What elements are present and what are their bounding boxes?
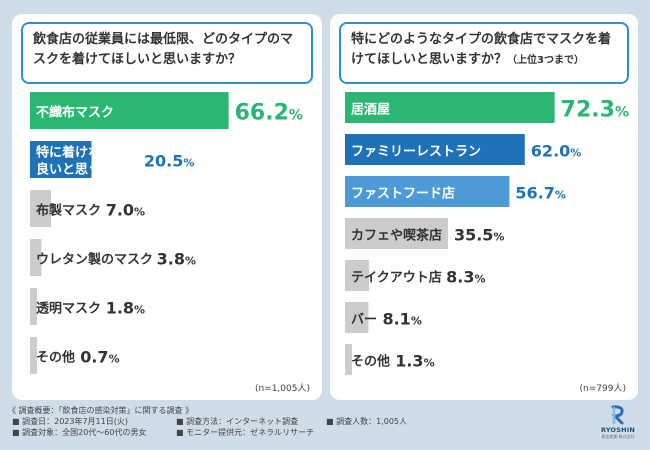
bar-label-0: 居酒屋 — [351, 103, 390, 118]
survey-method: ■ 調査方法：インターネット調査 — [176, 417, 299, 426]
survey-title: 《 調査概要：「飲食店の感染対策」に関する調査 》 — [8, 406, 194, 415]
bar-value-6: 1.3% — [395, 352, 434, 371]
right-panel: 特にどのようなタイプの飲食店でマスクを着けてほしいと思いますか？（上位3つまで）… — [330, 14, 638, 400]
bar-2 — [345, 176, 510, 207]
bar-label-2: ファストフード店 — [351, 186, 455, 202]
bar-0 — [345, 92, 555, 123]
bar-label-4: テイクアウト店 — [351, 270, 442, 286]
survey-target: ■ 調査対象：全国20代〜60代の男女 — [12, 428, 147, 437]
bar-3 — [30, 239, 42, 276]
bar-label-1-line0: 特に着けなくても — [36, 145, 139, 161]
survey-provider: ■ モニター提供元：ゼネラルリサーチ — [176, 428, 315, 437]
bar-3 — [345, 218, 448, 249]
right-question-text: 特にどのようなタイプの飲食店でマスクを着けてほしいと思いますか？ — [351, 32, 612, 67]
bar-value-5: 0.7% — [80, 348, 119, 367]
bar-label-3: ウレタン製のマスク — [36, 252, 153, 268]
bar-label-4: 透明マスク — [36, 302, 101, 317]
bar-value-4: 1.8% — [106, 299, 145, 318]
bar-value-0: 66.2% — [235, 101, 303, 126]
survey-count: ■ 調査人数：1,005人 — [326, 417, 408, 426]
bar-4 — [345, 260, 370, 291]
right-bar-chart: 居酒屋 72.3% ファミリーレストラン 62.0% ファストフード店 56.7% カフェや… — [345, 92, 629, 375]
bar-value-5: 8.1% — [382, 310, 421, 329]
bar-1 — [345, 134, 525, 165]
bar-1 — [30, 141, 92, 178]
left-question-text: 飲食店の従業員には最低限、どのタイプのマスクを着けてほしいと思いますか？ — [33, 32, 294, 67]
bar-value-3: 35.5% — [454, 226, 505, 245]
bar-0 — [30, 92, 229, 129]
bar-label-1: ファミリーレストラン — [351, 145, 481, 160]
bar-label-5: バー — [351, 313, 377, 328]
bar-value-3: 3.8% — [157, 250, 196, 269]
bar-value-2: 7.0% — [106, 201, 145, 220]
bar-value-1: 20.5% — [144, 152, 195, 171]
left-sample-size: (n=1,005人) — [254, 384, 310, 394]
bar-label-1-line1: 良いと思う — [36, 162, 101, 178]
bar-2 — [30, 190, 51, 227]
bar-value-2: 56.7% — [515, 184, 566, 203]
company-logo: RYOSHIN 菱信産業 株式会社 — [596, 404, 640, 448]
bar-6 — [345, 344, 352, 375]
bar-label-2: 布製マスク — [36, 203, 101, 219]
right-sample-size: (n=799人) — [579, 384, 626, 394]
left-panel: 飲食店の従業員には最低限、どのタイプのマスクを着けてほしいと思いますか？ 不織布… — [12, 14, 322, 400]
survey-date: ■ 調査日：2023年7月11日(火) — [12, 417, 128, 426]
bar-label-6: その他 — [351, 354, 390, 370]
right-question-box: 特にどのようなタイプの飲食店でマスクを着けてほしいと思いますか？（上位3つまで） — [339, 22, 629, 84]
logo-subtitle: 菱信産業 株式会社 — [601, 434, 635, 439]
bar-label-0: 不織布マスク — [36, 105, 114, 121]
logo-mark-icon — [611, 405, 624, 425]
bar-label-3: カフェや喫茶店 — [351, 228, 442, 244]
bar-value-0: 72.3% — [561, 98, 629, 123]
bar-5 — [30, 337, 37, 374]
bar-label-5: その他 — [36, 350, 75, 366]
right-question-note: （上位3つまで） — [507, 55, 584, 66]
bar-value-4: 8.3% — [446, 268, 485, 287]
bar-5 — [345, 302, 369, 333]
bar-4 — [30, 288, 37, 325]
bar-value-1: 62.0% — [531, 142, 582, 161]
logo-name: RYOSHIN — [600, 426, 636, 434]
survey-footer: 《 調査概要：「飲食店の感染対策」に関する調査 》 ■ 調査日：2023年7月1… — [8, 405, 598, 438]
left-question-box: 飲食店の従業員には最低限、どのタイプのマスクを着けてほしいと思いますか？ — [21, 22, 313, 84]
